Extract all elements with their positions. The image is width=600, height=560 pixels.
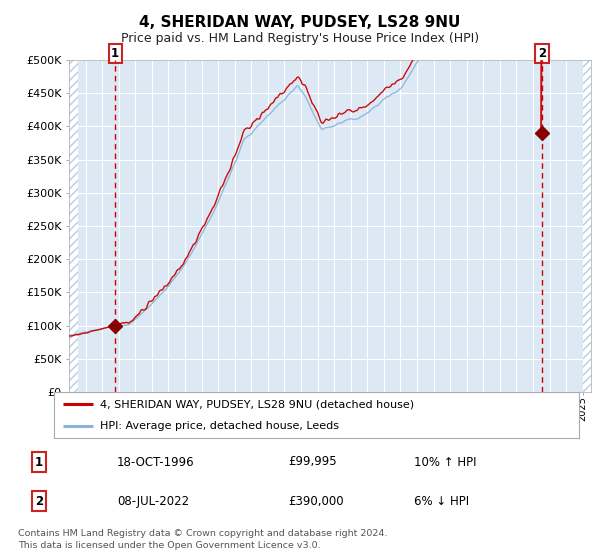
Text: 1: 1 (111, 47, 119, 60)
Text: £390,000: £390,000 (288, 494, 344, 508)
Text: 10% ↑ HPI: 10% ↑ HPI (414, 455, 476, 469)
Text: 4, SHERIDAN WAY, PUDSEY, LS28 9NU: 4, SHERIDAN WAY, PUDSEY, LS28 9NU (139, 15, 461, 30)
Text: 6% ↓ HPI: 6% ↓ HPI (414, 494, 469, 508)
Text: £99,995: £99,995 (288, 455, 337, 469)
Text: This data is licensed under the Open Government Licence v3.0.: This data is licensed under the Open Gov… (18, 541, 320, 550)
Text: HPI: Average price, detached house, Leeds: HPI: Average price, detached house, Leed… (100, 421, 339, 431)
Text: 1: 1 (35, 455, 43, 469)
Bar (69, 60, 78, 392)
Text: Price paid vs. HM Land Registry's House Price Index (HPI): Price paid vs. HM Land Registry's House … (121, 31, 479, 45)
Text: 4, SHERIDAN WAY, PUDSEY, LS28 9NU (detached house): 4, SHERIDAN WAY, PUDSEY, LS28 9NU (detac… (100, 399, 415, 409)
Text: Contains HM Land Registry data © Crown copyright and database right 2024.: Contains HM Land Registry data © Crown c… (18, 529, 388, 538)
Text: 2: 2 (35, 494, 43, 508)
Text: 08-JUL-2022: 08-JUL-2022 (117, 494, 189, 508)
Text: 18-OCT-1996: 18-OCT-1996 (117, 455, 194, 469)
Bar (583, 60, 591, 392)
Text: 2: 2 (538, 47, 546, 60)
